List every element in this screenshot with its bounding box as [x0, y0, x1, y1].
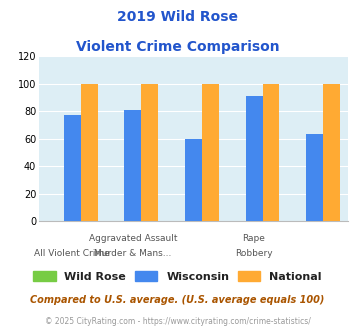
Text: © 2025 CityRating.com - https://www.cityrating.com/crime-statistics/: © 2025 CityRating.com - https://www.city…	[45, 317, 310, 326]
Bar	[141, 83, 158, 221]
Bar	[185, 139, 202, 221]
Text: Violent Crime Comparison: Violent Crime Comparison	[76, 40, 279, 53]
Legend: Wild Rose, Wisconsin, National: Wild Rose, Wisconsin, National	[33, 271, 322, 282]
Bar	[81, 83, 98, 221]
Bar	[202, 83, 219, 221]
Bar	[64, 115, 81, 221]
Text: Compared to U.S. average. (U.S. average equals 100): Compared to U.S. average. (U.S. average …	[30, 295, 325, 305]
Text: 2019 Wild Rose: 2019 Wild Rose	[117, 10, 238, 24]
Text: Robbery: Robbery	[235, 249, 273, 258]
Text: Murder & Mans...: Murder & Mans...	[94, 249, 171, 258]
Bar	[125, 110, 141, 221]
Bar	[246, 96, 262, 221]
Text: Aggravated Assault: Aggravated Assault	[89, 234, 177, 243]
Bar	[323, 83, 340, 221]
Text: Rape: Rape	[242, 234, 266, 243]
Bar	[262, 83, 279, 221]
Text: All Violent Crime: All Violent Crime	[34, 249, 110, 258]
Bar	[306, 134, 323, 221]
